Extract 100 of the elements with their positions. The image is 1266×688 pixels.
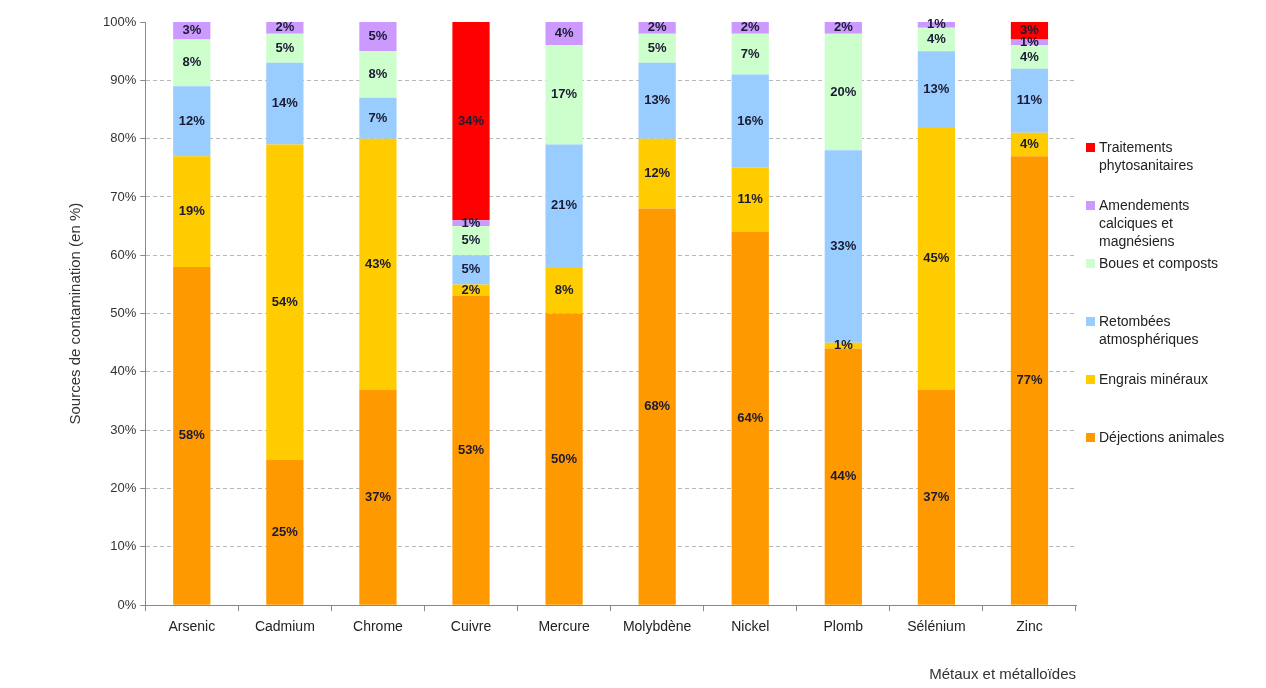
bar [173,266,211,605]
data-label: 13% [644,92,671,108]
legend-label: Retombées atmosphériques [1099,312,1200,348]
x-tick-label: Zinc [1016,618,1043,635]
data-label: 64% [737,409,764,425]
bar [638,138,676,209]
bar [452,255,490,285]
x-tick-label: Nickel [731,618,770,635]
bar [266,459,304,605]
data-label: 11% [737,191,764,207]
data-label: 4% [1020,48,1040,64]
data-label: 8% [554,281,574,297]
y-tick-label: 90% [110,71,137,87]
bar [731,33,769,75]
y-tick-label: 70% [110,188,137,204]
data-label: 12% [178,112,206,128]
bar [359,51,397,98]
bar [173,39,211,87]
data-label: 14% [271,95,299,111]
data-label: 7% [740,45,761,61]
data-label: 5% [461,232,481,248]
data-label: 54% [271,293,299,309]
data-label: 50% [551,450,578,466]
bar [359,389,397,605]
data-label: 5% [461,261,481,277]
bar [638,208,676,605]
bar [731,74,769,168]
bar [545,313,583,605]
x-tick-label: Chrome [353,618,404,635]
bar [173,156,211,267]
y-tick-label: 20% [110,480,137,496]
data-label: 4% [1020,136,1040,152]
data-label: 77% [1016,372,1043,387]
bar [545,45,583,145]
x-tick-label: Mercure [538,618,590,635]
bar [545,266,583,314]
x-tick-label: Plomb [823,618,864,635]
bar [359,22,397,52]
y-tick-label: 100% [103,13,137,29]
data-label: 33% [830,238,857,254]
data-label: 3% [1020,22,1040,38]
bar [731,167,769,232]
data-label: 7% [368,109,388,125]
bar [731,231,769,605]
bar [917,389,955,605]
data-label: 1% [926,16,947,32]
bar [917,126,955,390]
bar [824,33,862,151]
x-tick-label: Cuivre [450,618,492,635]
data-label: 37% [923,488,950,504]
legend-label: Boues et composts [1099,254,1220,272]
data-label: 68% [644,398,671,414]
data-label: 2% [461,281,481,297]
bar [359,97,397,139]
x-tick-label: Arsenic [168,618,216,635]
y-tick-label: 80% [110,130,137,146]
y-axis-title: Sources de contamination (en %) [66,202,84,425]
data-label: 37% [364,488,392,504]
data-label: 25% [271,523,299,539]
data-label: 2% [275,19,295,35]
legend-label: Déjections animales [1099,428,1226,446]
data-label: 17% [551,86,578,102]
data-label: 5% [368,28,388,44]
y-tick-label: 0% [117,596,137,612]
bar [545,144,583,267]
x-tick-label: Sélénium [907,618,966,635]
data-label: 12% [644,165,671,181]
bar [824,348,862,605]
legend-label: Engrais minéraux [1099,370,1209,388]
data-label: 43% [364,255,392,271]
data-label: 13% [923,80,950,96]
data-label: 21% [551,197,578,213]
bar [638,62,676,139]
data-label: 8% [182,54,202,70]
data-label: 5% [275,39,295,55]
data-label: 34% [458,112,485,128]
data-label: 19% [178,203,206,219]
data-label: 53% [458,441,485,457]
x-tick-label: Cadmium [254,618,315,635]
data-label: 2% [833,19,854,35]
data-label: 4% [554,25,574,41]
bar [1010,68,1049,133]
data-label: 58% [178,427,206,443]
bar [1010,156,1049,605]
bar [452,296,490,605]
legend-label: Amendements calciques et magnésiens [1099,196,1191,250]
data-label: 4% [926,31,947,47]
data-label: 16% [737,112,764,128]
data-label: 45% [923,249,950,265]
bar [266,62,304,145]
data-label: 2% [647,19,667,35]
x-tick-label: Molybdène [622,618,692,635]
data-label: 20% [830,83,857,99]
data-label: 3% [182,22,202,38]
x-axis-title: Métaux et métalloïdes [929,665,1076,683]
y-tick-label: 50% [110,305,137,321]
data-label: 11% [1016,92,1043,108]
bar [173,86,211,157]
legend-label: Traitements phytosanitaires [1099,138,1195,174]
y-tick-label: 30% [110,421,137,437]
